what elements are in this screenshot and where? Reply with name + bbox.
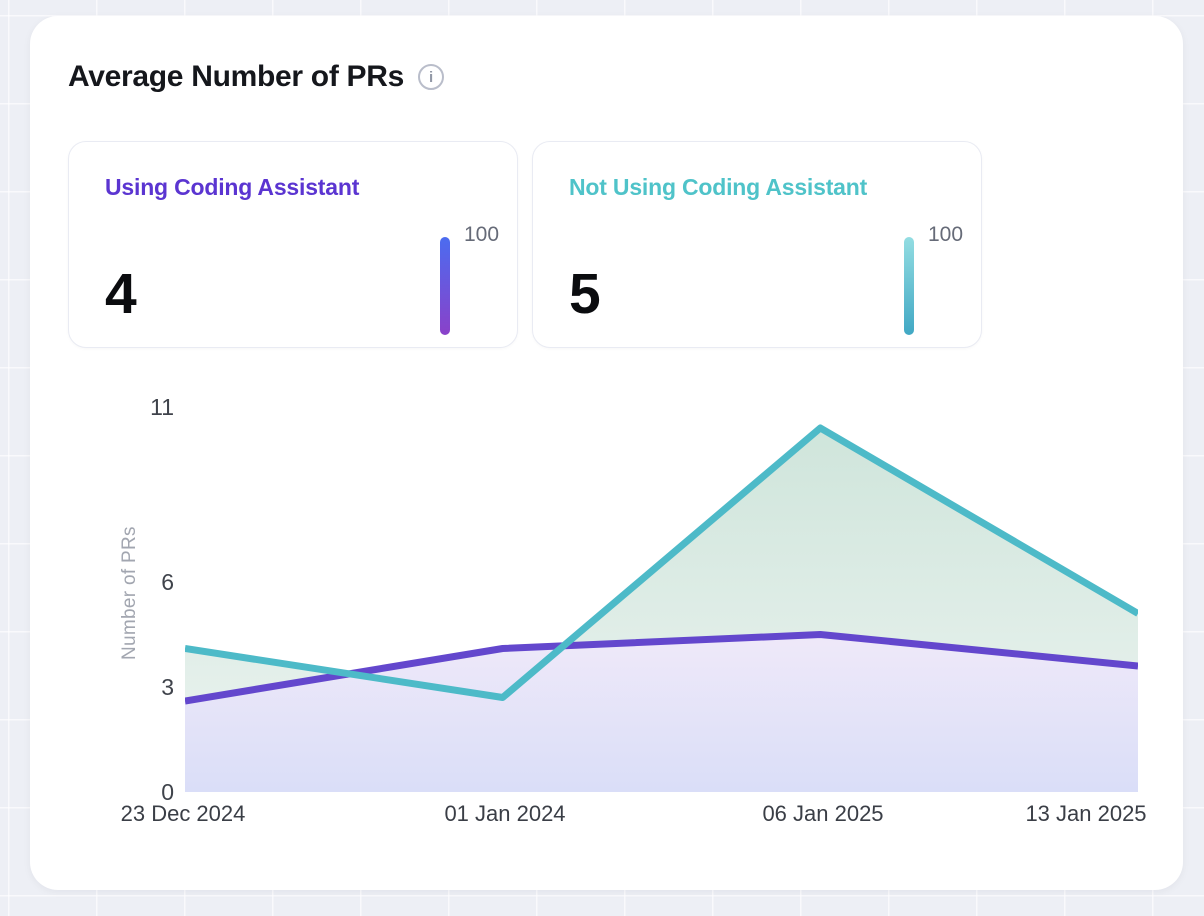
y-tick: 6 bbox=[161, 569, 174, 595]
x-tick: 06 Jan 2025 bbox=[762, 801, 884, 826]
stat-gauge-max-label: 100 bbox=[464, 223, 500, 246]
area-using bbox=[185, 634, 1138, 792]
stat-gauge-max-label: 100 bbox=[928, 223, 964, 246]
y-tick: 3 bbox=[161, 674, 174, 700]
y-tick: 0 bbox=[161, 779, 174, 805]
x-tick: 01 Jan 2024 bbox=[444, 801, 566, 826]
stat-card-label: Not Using Coding Assistant bbox=[569, 174, 868, 200]
stat-card-not-using-assistant: Not Using Coding Assistant 5 100 bbox=[532, 141, 982, 348]
stat-card-value: 4 bbox=[105, 262, 137, 326]
page-title: Average Number of PRs bbox=[68, 60, 405, 93]
x-tick: 23 Dec 2024 bbox=[120, 801, 246, 826]
stat-card-value: 5 bbox=[569, 262, 601, 326]
average-prs-panel: Average Number of PRs i Using Coding Ass… bbox=[30, 16, 1183, 890]
line-not-using bbox=[185, 424, 1138, 701]
stat-card-label: Using Coding Assistant bbox=[105, 174, 360, 200]
stat-card-using-assistant: Using Coding Assistant 4 100 bbox=[68, 141, 518, 348]
stat-gauge-bar bbox=[440, 237, 450, 335]
pr-trend-chart[interactable] bbox=[185, 390, 1138, 792]
stat-gauge-bar bbox=[904, 237, 914, 335]
info-icon[interactable]: i bbox=[418, 64, 445, 90]
panel-header: Average Number of PRs i bbox=[68, 60, 445, 94]
y-tick: 11 bbox=[150, 394, 174, 420]
x-tick: 13 Jan 2025 bbox=[1025, 801, 1147, 826]
